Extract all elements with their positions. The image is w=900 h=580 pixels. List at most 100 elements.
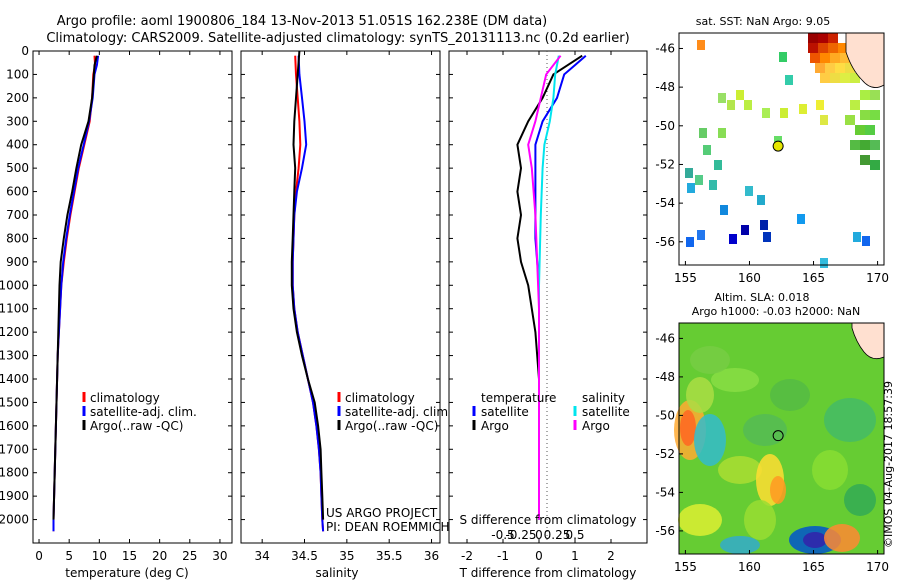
- sst-cell: [729, 234, 737, 244]
- sst-map-frame: [678, 32, 885, 266]
- y-tick-label: -50: [655, 408, 675, 422]
- sla-anomaly-blob: [718, 456, 762, 484]
- x-tick-label: 160: [738, 271, 761, 285]
- sst-cell: [860, 140, 870, 150]
- sst-cell: [816, 100, 824, 110]
- sst-cell: [850, 100, 860, 110]
- x-tick-label: 0: [35, 549, 43, 563]
- y-tick-label: -54: [655, 485, 675, 499]
- temperature-lines: [52, 55, 100, 532]
- sst-cell: [840, 53, 850, 63]
- sla-anomaly-blob: [812, 450, 848, 490]
- sst-cell: [741, 225, 749, 235]
- legend-temperature-header: temperature: [481, 391, 556, 405]
- sla-anomaly-blob: [720, 536, 760, 554]
- sst-cell: [745, 186, 753, 196]
- sst-cell: [797, 214, 805, 224]
- sst-cell: [762, 108, 770, 118]
- sst-cell: [860, 90, 870, 100]
- legend-argo-label: Argo(..raw -QC): [345, 419, 438, 433]
- sst-cell: [744, 100, 752, 110]
- argo-float-marker: [772, 430, 784, 442]
- x-tick-label: 34.5: [291, 549, 318, 563]
- y-tick-label: 200: [6, 91, 29, 105]
- x-tick-label: 5: [65, 549, 73, 563]
- sst-cell: [818, 33, 828, 43]
- y-tick-label: -56: [655, 524, 675, 538]
- sst-cell: [763, 232, 771, 242]
- t-difference-xlabel: T difference from climatology: [459, 566, 637, 580]
- x-tick-label: 0: [535, 549, 543, 563]
- y-tick-label: 1700: [0, 442, 29, 456]
- legend-s-argo-label: Argo: [582, 419, 610, 433]
- x-tick-label: 25: [182, 549, 197, 563]
- x-tick-label: 36: [424, 549, 439, 563]
- sst-cell: [703, 145, 711, 155]
- x-tick-label: 30: [212, 549, 227, 563]
- legend-satellite-label: satellite-adj. clim.: [90, 405, 197, 419]
- y-tick-label: 600: [6, 185, 29, 199]
- legend-climatology-label: climatology: [90, 391, 160, 405]
- y-tick-label: 900: [6, 255, 29, 269]
- y-tick-label: 1500: [0, 395, 29, 409]
- sst-cell: [685, 168, 693, 178]
- sla-anomaly-blob: [770, 379, 810, 411]
- sst-cell: [718, 128, 726, 138]
- timestamp-stamp: ©IMOS 04-Aug-2017 18:57:39: [882, 381, 895, 548]
- y-tick-label: 700: [6, 208, 29, 222]
- y-tick-label: 1000: [0, 278, 29, 292]
- x-tick-label: 165: [802, 271, 825, 285]
- x-tick-label: 10: [92, 549, 107, 563]
- sst-cell: [714, 160, 722, 170]
- sla-anomaly-blob: [844, 484, 876, 516]
- y-tick-label: 400: [6, 138, 29, 152]
- sst-cell: [687, 183, 695, 193]
- difference-lines: [516, 54, 587, 520]
- sst-cell: [870, 140, 880, 150]
- difference-ticks: -2 -1 0 1 2: [449, 50, 647, 563]
- sst-cell: [860, 155, 870, 165]
- sst-cell: [709, 180, 717, 190]
- sst-cell: [727, 100, 735, 110]
- sst-cell: [697, 40, 705, 50]
- legend-climatology-label: climatology: [345, 391, 415, 405]
- sla-anomaly-blob: [680, 410, 696, 446]
- difference-legend-salinity: salinity satellite Argo: [573, 391, 630, 433]
- series-line-argo-raw-qc-: [290, 50, 325, 520]
- sst-map-cells: [685, 33, 880, 268]
- sla-map-subtitle: Argo h1000: -0.03 h2000: NaN: [692, 305, 861, 318]
- s-diff-tick-label: -0.25: [505, 528, 536, 542]
- y-tick-label: 1200: [0, 325, 29, 339]
- sst-cell: [870, 160, 880, 170]
- sla-map-panel: Altim. SLA: 0.018 Argo h1000: -0.03 h200…: [655, 291, 889, 574]
- x-tick-label: -2: [461, 549, 473, 563]
- y-tick-label: -48: [655, 370, 675, 384]
- sla-map-cells: [674, 323, 884, 554]
- sla-map-ticks: 155 160 165 170 -46 -48 -50 -52 -54 -56: [655, 331, 889, 574]
- sla-anomaly-blob: [824, 398, 876, 442]
- x-tick-label: 155: [674, 560, 697, 574]
- sst-cell: [870, 90, 880, 100]
- y-tick-label: -54: [655, 196, 675, 210]
- x-tick-label: 170: [866, 560, 889, 574]
- salinity-axes-frame: [240, 50, 441, 544]
- s-diff-tick-label: 0.25: [544, 528, 571, 542]
- temperature-legend: climatology satellite-adj. clim. Argo(..…: [82, 391, 197, 433]
- y-tick-label: 800: [6, 231, 29, 245]
- x-tick-label: 34: [255, 549, 270, 563]
- x-tick-label: 155: [674, 271, 697, 285]
- sst-cell: [736, 90, 744, 100]
- sst-cell: [870, 110, 880, 120]
- x-tick-label: 35: [339, 549, 354, 563]
- sla-anomaly-blob: [744, 500, 776, 540]
- sst-cell: [718, 93, 726, 103]
- sst-cell: [830, 73, 840, 83]
- sst-cell: [840, 73, 850, 83]
- series-line-temperature-argo: [516, 54, 583, 520]
- y-tick-label: 1800: [0, 466, 29, 480]
- project-annotation: US ARGO PROJECT: [326, 506, 438, 520]
- sst-cell: [865, 125, 875, 135]
- y-tick-label: 100: [6, 67, 29, 81]
- sst-cell: [828, 43, 838, 53]
